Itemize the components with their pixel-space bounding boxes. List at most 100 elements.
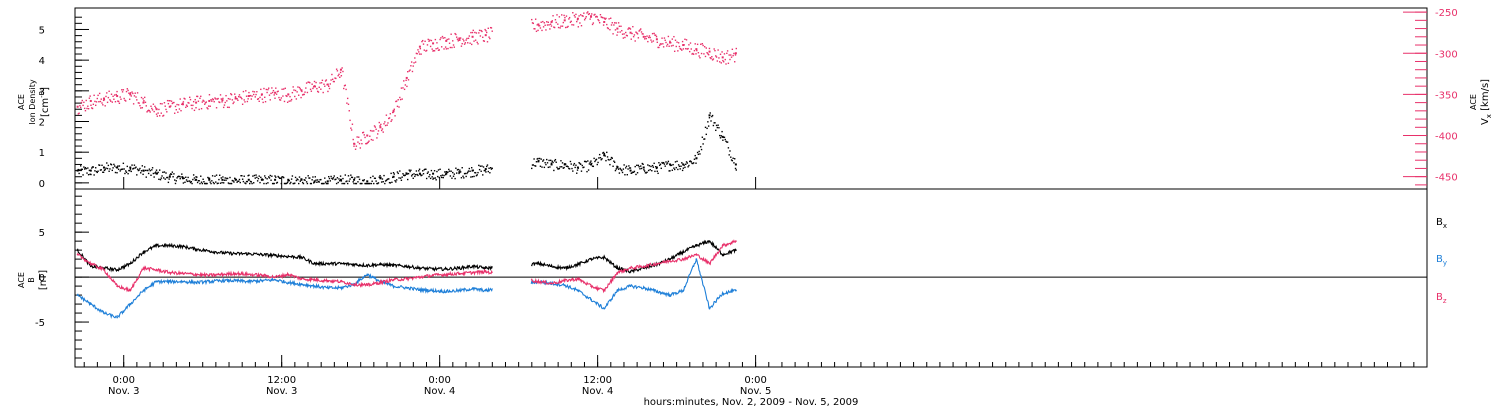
sample-dot <box>414 61 417 63</box>
sample-dot <box>257 177 260 180</box>
sample-dot <box>422 173 425 175</box>
sample-dot <box>190 181 192 183</box>
sample-dot <box>279 99 281 101</box>
sample-dot <box>372 139 374 141</box>
sample-dot <box>611 22 613 24</box>
sample-dot <box>335 68 338 70</box>
data-point <box>484 34 487 37</box>
sample-dot <box>655 35 658 38</box>
sample-dot <box>714 122 716 124</box>
sample-dot <box>534 165 537 167</box>
sample-dot <box>173 101 175 104</box>
sample-dot <box>139 104 141 107</box>
sample-dot <box>468 35 471 37</box>
sample-dot <box>99 100 102 103</box>
sample-dot <box>325 79 328 81</box>
sample-dot <box>392 111 394 114</box>
sample-dot <box>330 175 332 178</box>
sample-dot <box>639 29 641 31</box>
sample-dot <box>382 131 384 133</box>
sample-dot <box>446 38 448 41</box>
sample-dot <box>464 172 467 175</box>
data-point <box>655 262 658 265</box>
sample-dot <box>732 157 734 159</box>
sample-dot <box>102 171 105 173</box>
sample-dot <box>685 163 687 165</box>
sample-dot <box>335 178 337 180</box>
sample-dot <box>215 174 218 176</box>
sample-dot <box>547 21 550 23</box>
sample-dot <box>234 177 236 180</box>
data-point <box>405 265 408 268</box>
sample-dot <box>409 170 411 173</box>
sample-dot <box>475 32 478 34</box>
sample-dot <box>210 182 212 185</box>
sample-dot <box>278 96 280 99</box>
sample-dot <box>640 31 643 33</box>
sample-dot <box>260 176 262 179</box>
sample-dot <box>376 133 379 135</box>
sample-dot <box>299 88 301 90</box>
data-point <box>181 103 184 106</box>
data-point <box>89 262 92 265</box>
data-point <box>669 294 671 296</box>
sample-dot <box>194 98 196 101</box>
sample-dot <box>702 143 704 145</box>
sample-dot <box>549 23 552 25</box>
sample-dot <box>131 164 133 166</box>
sample-dot <box>728 54 730 56</box>
sample-dot <box>563 14 565 17</box>
sample-dot <box>140 107 142 109</box>
sample-dot <box>122 162 125 165</box>
sample-dot <box>365 142 368 145</box>
sample-dot <box>89 95 91 97</box>
data-point <box>221 251 224 254</box>
sample-dot <box>237 95 240 98</box>
sample-dot <box>579 14 582 16</box>
sample-dot <box>721 130 723 133</box>
sample-dot <box>729 150 731 152</box>
sample-dot <box>702 44 704 47</box>
sample-dot <box>230 93 232 95</box>
sample-dot <box>693 158 696 160</box>
sample-dot <box>426 172 429 175</box>
top-right-tick-label: -350 <box>1435 90 1458 101</box>
sample-dot <box>656 170 659 172</box>
sample-dot <box>211 100 213 102</box>
sample-dot <box>363 179 365 181</box>
sample-dot <box>287 180 290 182</box>
sample-dot <box>334 178 336 181</box>
sample-dot <box>196 95 198 98</box>
sample-dot <box>457 40 459 42</box>
sample-dot <box>128 92 130 94</box>
sample-dot <box>224 177 226 179</box>
sample-dot <box>459 39 461 41</box>
sample-dot <box>437 169 440 171</box>
data-point <box>563 267 566 270</box>
sample-dot <box>176 177 178 179</box>
data-point <box>629 270 632 273</box>
sample-dot <box>704 55 707 58</box>
sample-dot <box>685 39 688 41</box>
sample-dot <box>133 164 136 166</box>
data-point <box>590 163 593 166</box>
data-point <box>708 262 711 265</box>
sample-dot <box>671 169 674 171</box>
sample-dot <box>308 81 310 83</box>
sample-dot <box>338 73 340 75</box>
sample-dot <box>482 174 484 176</box>
sample-dot <box>376 137 378 139</box>
top-right-tick-label: -450 <box>1435 173 1458 184</box>
sample-dot <box>142 173 144 176</box>
sample-dot <box>636 172 639 174</box>
sample-dot <box>120 168 122 171</box>
sample-dot <box>558 167 561 170</box>
sample-dot <box>359 182 362 185</box>
sample-dot <box>700 52 703 55</box>
sample-dot <box>467 42 469 44</box>
data-point <box>550 163 553 166</box>
top-right-tick-label: -300 <box>1435 49 1458 60</box>
sample-dot <box>129 168 132 170</box>
sample-dot <box>170 173 173 176</box>
sample-dot <box>572 164 575 166</box>
